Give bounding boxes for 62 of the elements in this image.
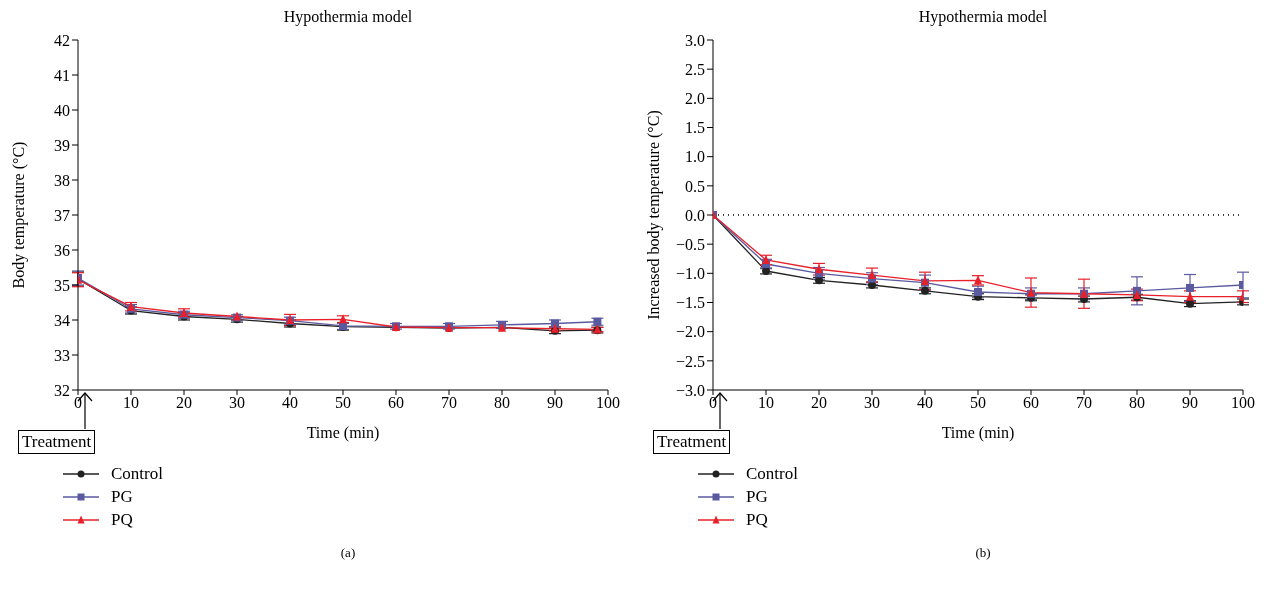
y-tick-label: 35	[54, 276, 70, 294]
x-tick-label: 10	[123, 394, 139, 412]
y-tick-label: 41	[54, 66, 70, 84]
y-tick-label: 38	[54, 171, 70, 189]
legend-label: Control	[111, 463, 163, 484]
x-tick-label: 50	[970, 394, 986, 412]
legend-label: PQ	[111, 509, 133, 530]
x-tick-label: 20	[811, 394, 827, 412]
legend-label: PQ	[746, 509, 768, 530]
y-tick-label: 42	[54, 31, 70, 49]
y-tick-label: 33	[54, 346, 70, 364]
x-tick-label: 20	[176, 394, 192, 412]
y-tick-label: −1.0	[675, 265, 705, 283]
y-tick-label: −0.5	[675, 235, 705, 253]
text: Treatment	[653, 430, 731, 454]
x-tick-label: 30	[229, 394, 245, 412]
x-tick-label: 30	[864, 394, 880, 412]
chart-title: Hypothermia model	[917, 8, 1049, 28]
chart-title: Hypothermia model	[282, 8, 414, 28]
x-tick-label: 100	[1231, 394, 1255, 412]
x-tick-label: 80	[1129, 394, 1145, 412]
text: (b)	[974, 545, 992, 561]
y-tick-label: 1.5	[685, 119, 705, 137]
y-tick-label: 2.0	[685, 90, 705, 108]
x-tick-label: 0	[709, 394, 717, 412]
x-tick-label: 70	[441, 394, 457, 412]
y-axis-title: Body temperature (°C)	[9, 141, 28, 289]
legend-label: PG	[111, 486, 133, 507]
y-tick-label: −2.0	[675, 323, 705, 341]
y-tick-label: 2.5	[685, 60, 705, 78]
text: (a)	[339, 545, 357, 561]
x-tick-label: 0	[74, 394, 82, 412]
y-tick-label: 39	[54, 136, 70, 154]
y-tick-label: 0.5	[685, 177, 705, 195]
y-tick-label: 37	[54, 206, 70, 224]
x-tick-label: 60	[1023, 394, 1039, 412]
text: Treatment	[18, 430, 96, 454]
y-tick-label: 40	[54, 101, 70, 119]
legend-label: Control	[746, 463, 798, 484]
x-tick-label: 100	[596, 394, 620, 412]
x-tick-label: 10	[758, 394, 774, 412]
x-tick-label: 80	[494, 394, 510, 412]
y-tick-label: 3.0	[685, 31, 705, 49]
y-axis-title: Increased body temperature (°C)	[644, 110, 663, 320]
x-tick-label: 70	[1076, 394, 1092, 412]
x-axis-title: Time (min)	[941, 424, 1015, 442]
x-tick-label: 90	[547, 394, 563, 412]
x-tick-label: 40	[282, 394, 298, 412]
x-tick-label: 40	[917, 394, 933, 412]
y-tick-label: 36	[54, 241, 70, 259]
y-tick-label: 34	[54, 311, 70, 329]
x-tick-label: 50	[335, 394, 351, 412]
y-tick-label: 1.0	[685, 148, 705, 166]
x-tick-label: 60	[388, 394, 404, 412]
y-tick-label: −1.5	[675, 294, 705, 312]
y-tick-label: −2.5	[675, 352, 705, 370]
x-axis-title: Time (min)	[306, 424, 380, 442]
x-tick-label: 90	[1182, 394, 1198, 412]
y-tick-label: 32	[54, 381, 70, 399]
y-tick-label: −3.0	[675, 381, 705, 399]
y-tick-label: 0.0	[685, 206, 705, 224]
legend-label: PG	[746, 486, 768, 507]
